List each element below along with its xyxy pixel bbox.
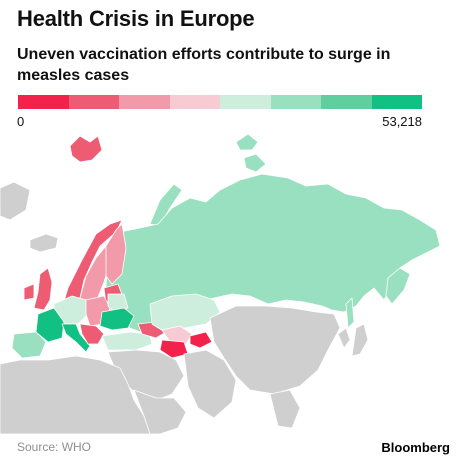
region-sakhalin	[345, 297, 355, 329]
region-turkey	[101, 331, 153, 351]
legend-swatch-5	[220, 95, 271, 109]
region-finland	[105, 223, 127, 285]
legend-swatch-1	[18, 95, 69, 109]
region-kyrgyz-tajik	[189, 331, 213, 349]
legend-swatch-6	[270, 95, 321, 109]
region-arabia	[133, 389, 187, 435]
legend-swatch-7	[321, 95, 372, 109]
legend-swatch-2	[68, 95, 119, 109]
region-greenland	[0, 181, 31, 221]
region-arctic-islands	[235, 133, 259, 151]
region-iceland	[29, 233, 59, 253]
chart-subtitle: Uneven vaccination efforts contribute to…	[17, 46, 391, 84]
region-italy	[61, 323, 91, 353]
region-turkmenistan	[159, 339, 189, 359]
region-southeast-asia	[269, 389, 301, 429]
region-kazakhstan	[149, 293, 221, 335]
region-ukraine	[99, 307, 135, 331]
region-china-mongolia	[209, 305, 341, 395]
region-svalbard	[69, 135, 103, 163]
legend-swatch-4	[169, 95, 220, 109]
source-note: Source: WHO	[17, 440, 92, 454]
region-kamchatka	[385, 267, 411, 305]
bloomberg-logo: Bloomberg	[381, 440, 450, 455]
region-great-britain	[33, 267, 53, 311]
region-central-asia-south	[183, 349, 237, 419]
chart-title: Health Crisis in Europe	[17, 6, 255, 31]
region-severnaya-zemlya	[243, 153, 267, 173]
region-iberia	[11, 331, 47, 359]
region-balkans	[79, 323, 105, 345]
region-korea	[337, 327, 351, 349]
legend-swatch-8	[371, 95, 422, 109]
region-uzbekistan	[161, 325, 193, 345]
region-ireland	[23, 283, 35, 301]
legend-max-label: 53,218	[382, 114, 422, 129]
legend-swatch-3	[119, 95, 170, 109]
color-legend	[18, 95, 422, 109]
legend-min-label: 0	[17, 114, 25, 129]
region-japan	[351, 323, 369, 357]
choropleth-map	[0, 128, 458, 435]
